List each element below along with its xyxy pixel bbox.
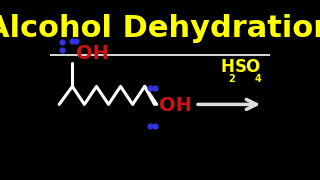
Text: 2: 2 bbox=[228, 74, 235, 84]
Text: 4: 4 bbox=[254, 74, 261, 84]
Text: H: H bbox=[220, 58, 234, 76]
Text: OH: OH bbox=[159, 96, 192, 115]
Text: Alcohol Dehydration: Alcohol Dehydration bbox=[0, 14, 320, 43]
Text: OH: OH bbox=[76, 44, 108, 63]
Text: SO: SO bbox=[235, 58, 261, 76]
